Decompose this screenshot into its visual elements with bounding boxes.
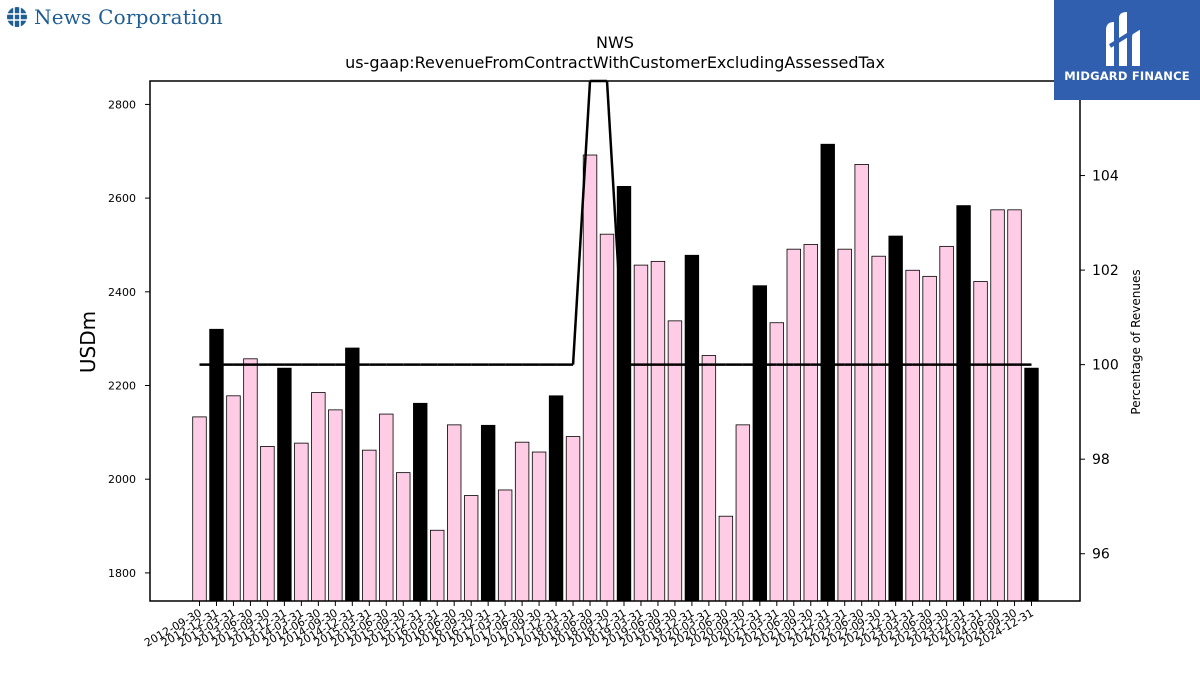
midgard-mark-icon — [1106, 12, 1144, 66]
y-right-tick-label: 98 — [1092, 452, 1110, 468]
bar-2014-12-31 — [345, 347, 360, 602]
bar-2023-09-30 — [939, 245, 954, 602]
bar-2024-06-30 — [990, 209, 1005, 602]
bar-2013-12-31 — [277, 367, 292, 602]
y-axis-left: 1800 2000 2200 2400 2600 2800 — [108, 98, 150, 580]
plot-frame — [149, 80, 1081, 602]
y-tick-label: 1800 — [108, 567, 136, 580]
bar-2021-09-30 — [803, 244, 818, 602]
brand: News Corporation — [6, 5, 223, 29]
bar-2014-06-30 — [311, 392, 326, 602]
bar-2022-12-31 — [888, 235, 903, 602]
bar-2022-09-30 — [871, 255, 886, 602]
bar-2021-06-30 — [786, 248, 801, 602]
bar-2024-12-31 — [1024, 367, 1039, 602]
globe-icon — [7, 7, 27, 27]
y-tick-label: 2200 — [108, 380, 136, 393]
bar-2018-03-31 — [565, 436, 581, 602]
bars-group — [192, 143, 1039, 602]
bar-2016-03-31 — [430, 529, 445, 602]
bar-2016-06-30 — [447, 424, 462, 602]
bar-2017-12-31 — [548, 395, 564, 602]
y-right-tick-label: 100 — [1092, 358, 1119, 374]
percentage-line-group — [199, 79, 1032, 366]
bar-2023-12-31 — [956, 205, 971, 602]
bar-2015-12-31 — [413, 402, 428, 602]
bar-2021-12-31 — [820, 143, 835, 602]
pct-line-segment — [605, 80, 626, 365]
bar-2016-09-30 — [463, 495, 479, 602]
bar-2017-06-30 — [514, 441, 530, 602]
bar-2017-09-30 — [531, 451, 547, 602]
bar-2015-09-30 — [396, 472, 411, 602]
midgard-logo: MIDGARD FINANCE — [1054, 0, 1200, 100]
bar-2022-03-31 — [837, 248, 852, 602]
bar-2020-03-31 — [701, 355, 717, 602]
chart-subtitle: us-gaap:RevenueFromContractWithCustomerE… — [345, 53, 885, 72]
y-tick-label: 2000 — [108, 473, 136, 486]
bar-2014-09-30 — [328, 409, 343, 602]
y-tick-label: 2600 — [108, 192, 136, 205]
bar-2016-12-31 — [480, 424, 496, 602]
bar-2013-06-30 — [243, 358, 258, 602]
bar-2019-09-30 — [667, 320, 683, 602]
bar-2013-09-30 — [260, 446, 275, 602]
bar-2019-03-31 — [633, 264, 649, 602]
bar-2015-03-31 — [362, 449, 377, 602]
bar-2018-06-30 — [582, 154, 598, 602]
bar-2023-06-30 — [922, 275, 937, 602]
y-axis-right-label: Percentage of Revenues — [1129, 269, 1143, 414]
bar-2023-03-31 — [905, 269, 920, 602]
bar-2022-06-30 — [854, 163, 869, 602]
logo-text: MIDGARD FINANCE — [1064, 69, 1190, 83]
y-right-tick-label: 96 — [1092, 547, 1110, 563]
pct-line-segment — [571, 80, 592, 365]
bar-2018-09-30 — [599, 233, 615, 602]
bar-2024-09-30 — [1007, 209, 1022, 602]
bar-2019-06-30 — [650, 260, 666, 602]
bar-2024-03-31 — [973, 281, 988, 602]
y-tick-label: 2800 — [108, 98, 136, 111]
bar-2019-12-31 — [684, 254, 700, 602]
bar-2017-03-31 — [497, 489, 513, 602]
bar-2013-03-31 — [226, 395, 241, 602]
bar-2012-12-31 — [209, 328, 224, 602]
y-right-tick-label: 102 — [1092, 263, 1119, 279]
y-axis-right: 96 98 100 102 104 — [1080, 169, 1119, 563]
y-right-tick-label: 104 — [1092, 169, 1119, 185]
bar-2020-06-30 — [718, 515, 734, 602]
bar-2012-09-30 — [192, 416, 207, 602]
brand-name: News Corporation — [34, 5, 223, 29]
x-axis: 2012-09-302012-12-312013-03-312013-06-30… — [142, 601, 1036, 650]
y-tick-label: 2400 — [108, 286, 136, 299]
bar-2014-03-31 — [294, 442, 309, 602]
bar-2015-06-30 — [379, 413, 394, 602]
bar-2018-12-31 — [616, 186, 632, 602]
y-axis-label: USDm — [76, 311, 100, 373]
bar-2020-09-30 — [735, 424, 751, 602]
bar-2020-12-31 — [752, 285, 768, 602]
chart-title: NWS — [596, 33, 634, 52]
